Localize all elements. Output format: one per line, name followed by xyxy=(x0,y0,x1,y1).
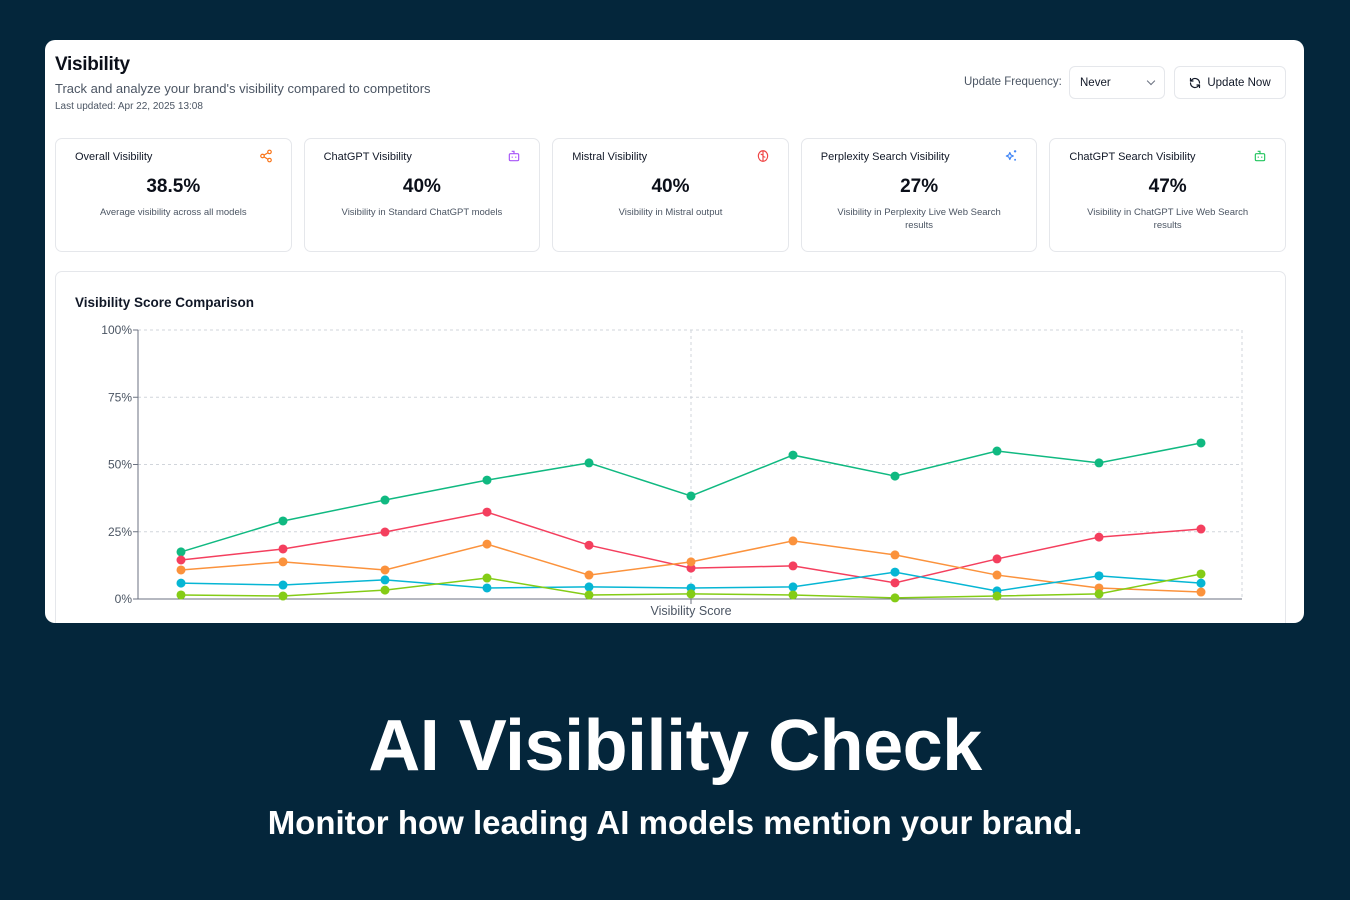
svg-text:75%: 75% xyxy=(108,390,132,404)
card-chatgpt-search-visibility: ChatGPT Search Visibility 47% Visibility… xyxy=(1049,138,1286,252)
card-value: 40% xyxy=(651,176,690,197)
hero-title: AI Visibility Check xyxy=(368,706,982,786)
metric-cards: Overall Visibility 38.5% Average visibil… xyxy=(55,138,1286,252)
svg-text:Visibility Score: Visibility Score xyxy=(650,604,731,618)
update-now-label: Update Now xyxy=(1207,76,1271,89)
card-title: Perplexity Search Visibility xyxy=(820,151,950,163)
card-title: ChatGPT Visibility xyxy=(323,151,412,163)
share-icon xyxy=(259,149,272,163)
visibility-dashboard: Visibility Track and analyze your brand'… xyxy=(45,40,1304,623)
card-chatgpt-visibility: ChatGPT Visibility 40% Visibility in Sta… xyxy=(303,138,541,252)
svg-text:100%: 100% xyxy=(101,323,132,337)
card-title: ChatGPT Search Visibility xyxy=(1069,151,1196,163)
card-value: 47% xyxy=(1148,176,1187,197)
svg-text:50%: 50% xyxy=(108,458,132,472)
card-description: Visibility in ChatGPT Live Web Search re… xyxy=(1087,207,1249,231)
card-description: Visibility in Mistral output xyxy=(618,207,723,218)
card-mistral-visibility: Mistral Visibility 40% Visibility in Mis… xyxy=(552,138,789,252)
update-frequency-label: Update Frequency: xyxy=(964,76,1062,88)
card-value: 27% xyxy=(900,176,939,197)
visibility-line-chart: 0% 25% 50% 75% 100% Visibility Score xyxy=(101,323,1243,618)
refresh-icon xyxy=(1190,77,1201,88)
visibility-score-chart-card: Visibility Score Comparison 0% 25% 50% 75% 1… xyxy=(55,271,1286,623)
update-frequency-value: Never xyxy=(1080,76,1111,89)
sparkles-icon xyxy=(1006,150,1017,161)
card-title: Mistral Visibility xyxy=(572,151,648,163)
last-updated: Last updated: Apr 22, 2025 13:08 xyxy=(55,101,203,112)
bot-icon xyxy=(508,150,520,162)
card-description: Visibility in Perplexity Live Web Search… xyxy=(837,207,1001,231)
chevron-down-icon xyxy=(1146,76,1156,86)
page-subtitle: Track and analyze your brand's visibilit… xyxy=(55,81,431,96)
update-now-button[interactable]: Update Now xyxy=(1174,66,1286,99)
card-overall-visibility: Overall Visibility 38.5% Average visibil… xyxy=(55,138,292,252)
card-title: Overall Visibility xyxy=(75,151,153,163)
card-description: Visibility in Standard ChatGPT models xyxy=(341,207,503,218)
brain-icon xyxy=(757,150,769,162)
svg-text:25%: 25% xyxy=(108,525,132,539)
bot-icon xyxy=(1254,150,1266,162)
chart-title: Visibility Score Comparison xyxy=(75,295,255,310)
update-frequency-select[interactable]: Never xyxy=(1069,66,1165,99)
page-title: Visibility xyxy=(55,54,130,75)
svg-text:0%: 0% xyxy=(115,592,133,606)
hero-subtitle: Monitor how leading AI models mention yo… xyxy=(267,804,1083,841)
card-description: Average visibility across all models xyxy=(99,207,247,218)
card-value: 40% xyxy=(402,176,441,197)
card-perplexity-search-visibility: Perplexity Search Visibility 27% Visibil… xyxy=(800,138,1038,252)
card-value: 38.5% xyxy=(146,176,201,197)
